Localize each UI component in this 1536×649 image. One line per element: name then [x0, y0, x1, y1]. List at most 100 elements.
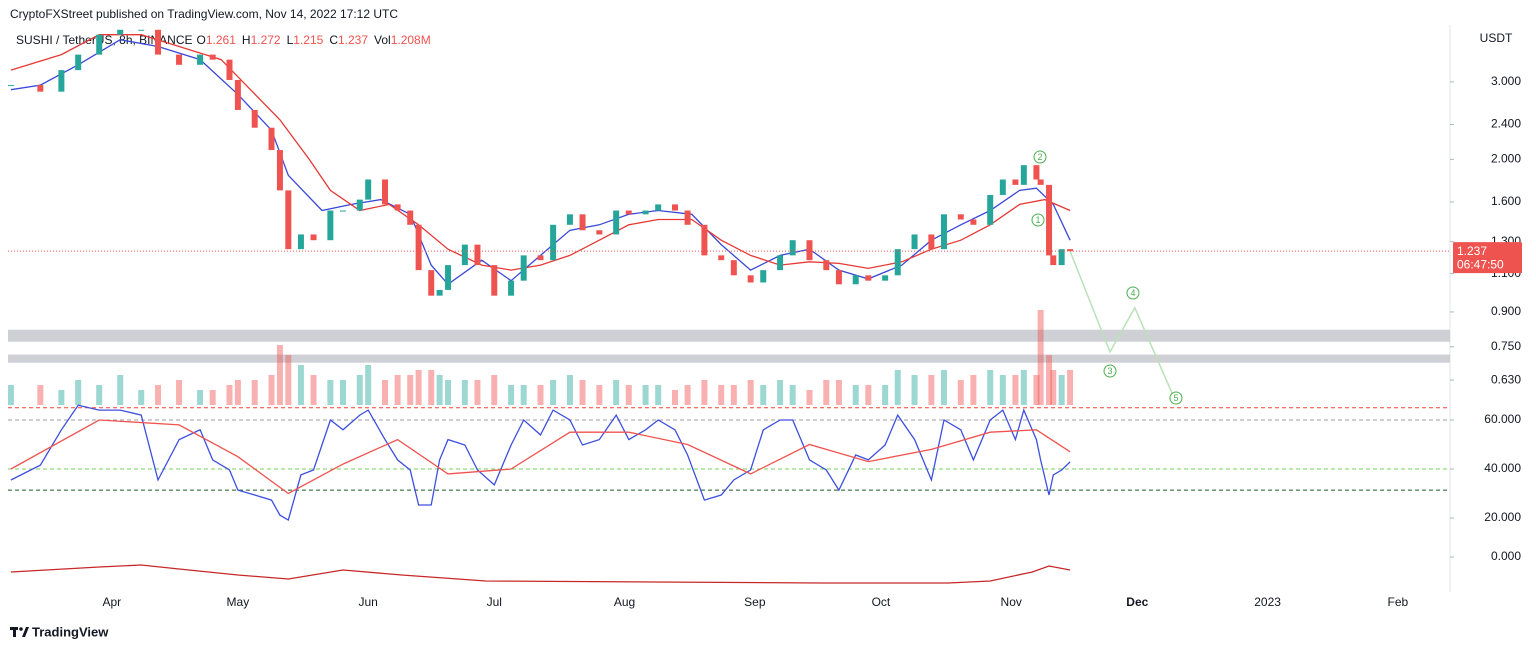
wave-label: 5: [1173, 393, 1178, 403]
ohlc-value: 1.272: [251, 33, 281, 47]
candle: [928, 234, 935, 250]
candle: [327, 210, 334, 241]
countdown-label: 06:47:50: [1457, 257, 1504, 271]
volume-bar: [747, 380, 754, 405]
candle: [226, 59, 233, 80]
indicator-line: [10, 564, 1071, 584]
x-tick-label: Aug: [614, 595, 635, 609]
candle: [415, 224, 422, 271]
candle: [234, 79, 241, 110]
candle: [407, 210, 414, 225]
candle: [718, 255, 725, 261]
x-tick-label: Oct: [872, 595, 891, 609]
candle: [550, 224, 557, 261]
candle: [96, 34, 103, 55]
volume-bar: [491, 375, 498, 405]
x-tick-label: Feb: [1388, 595, 1409, 609]
volume-bar: [394, 375, 401, 405]
volume-bar: [852, 385, 859, 405]
volume-bar: [579, 380, 586, 405]
ohlc-key: H: [242, 33, 251, 47]
y-tick-label: 0.630: [1491, 372, 1521, 386]
wave-label: 1: [1035, 215, 1040, 225]
candle: [579, 214, 586, 231]
x-tick-label: Nov: [1001, 595, 1022, 609]
ohlc-value: 1.215: [293, 33, 323, 47]
candle: [987, 194, 994, 225]
candle: [209, 54, 216, 60]
last-price-box: [1453, 242, 1522, 274]
candle: [882, 275, 889, 281]
ohlc-key: L: [287, 33, 294, 47]
candle: [970, 219, 977, 225]
volume-bar: [356, 375, 363, 405]
indicator-line: [10, 39, 1071, 286]
candle: [671, 204, 678, 211]
ohlc-value: 1.208M: [391, 33, 431, 47]
volume-bar: [1033, 375, 1040, 405]
candle: [701, 224, 708, 256]
last-price-label: 1.237: [1457, 244, 1487, 258]
volume-bar: [234, 380, 241, 405]
volume-bar: [957, 380, 964, 405]
volume-bar: [251, 380, 258, 405]
volume-bar: [789, 385, 796, 405]
candle: [381, 179, 388, 205]
ohlc-key: Vol: [374, 33, 391, 47]
attribution: CryptoFXStreet published on TradingView.…: [10, 7, 398, 21]
volume-bar: [415, 370, 422, 405]
candle: [37, 85, 44, 92]
volume-bar: [701, 380, 708, 405]
wave-marker: [1126, 286, 1140, 300]
volume-bar: [928, 375, 935, 405]
volume-bar: [970, 375, 977, 405]
x-tick-label: Jun: [359, 595, 378, 609]
candle: [268, 127, 275, 151]
volume-bar: [760, 385, 767, 405]
ohlc-value: 1.237: [338, 33, 368, 47]
x-tick-label: Sep: [744, 595, 766, 609]
volume-bar: [566, 375, 573, 405]
indicator-line: [10, 404, 1071, 521]
candle: [613, 210, 620, 235]
volume-bar: [226, 385, 233, 405]
brand: TradingView: [32, 624, 109, 639]
candle: [520, 255, 527, 281]
ohlc-key: C: [329, 33, 338, 47]
volume-bar: [339, 380, 346, 405]
volume-bar: [58, 390, 65, 405]
ohlc-value: 1.261: [206, 33, 236, 47]
candle: [310, 234, 317, 241]
x-tick-label: Apr: [102, 595, 121, 609]
candle: [75, 54, 82, 71]
candle: [1050, 255, 1057, 266]
volume-bar: [508, 385, 515, 405]
candle: [894, 249, 901, 276]
volume-bar: [381, 380, 388, 405]
volume-bar: [436, 375, 443, 405]
candle: [777, 255, 784, 271]
brand-logo: [10, 627, 29, 637]
y-unit: USDT: [1480, 31, 1513, 45]
wave-label: 4: [1130, 288, 1135, 298]
volume-bar: [684, 385, 691, 405]
x-tick-label: Dec: [1126, 595, 1148, 609]
projection-line: [1069, 250, 1176, 400]
candle: [789, 240, 796, 256]
y-tick-label: 1.600: [1491, 194, 1521, 208]
support-zone: [8, 329, 1450, 342]
volume-bar: [197, 390, 204, 405]
candle: [1033, 165, 1040, 180]
volume-bar: [823, 380, 830, 405]
candle: [537, 255, 544, 261]
candle: [365, 179, 372, 200]
x-tick-label: Jul: [487, 595, 502, 609]
y-tick-label: 2.000: [1491, 152, 1521, 166]
candle: [835, 270, 842, 285]
volume-bar: [865, 385, 872, 405]
candle: [461, 244, 468, 266]
volume-bar: [987, 370, 994, 405]
volume-bar: [671, 390, 678, 405]
candle: [436, 289, 443, 296]
